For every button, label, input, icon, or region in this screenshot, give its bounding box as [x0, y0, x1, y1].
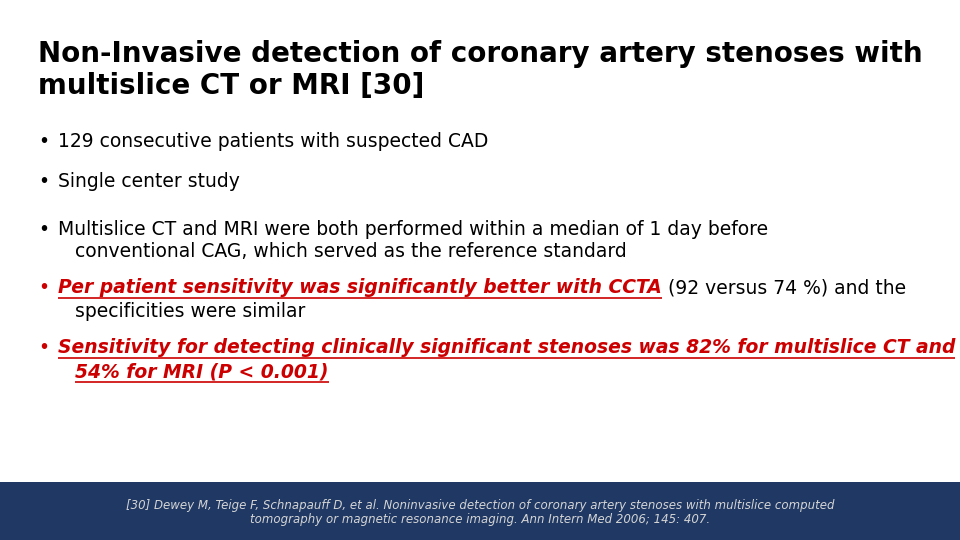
Text: Single center study: Single center study [58, 172, 240, 191]
Text: 54% for MRI (P < 0.001): 54% for MRI (P < 0.001) [75, 362, 328, 381]
Text: Per patient sensitivity was significantly better with CCTA: Per patient sensitivity was significantl… [58, 278, 661, 297]
Text: multislice CT or MRI [30]: multislice CT or MRI [30] [38, 72, 424, 100]
FancyBboxPatch shape [0, 482, 960, 540]
Text: •: • [38, 172, 49, 191]
Text: [30] Dewey M, Teige F, Schnapauff D, et al. Noninvasive detection of coronary ar: [30] Dewey M, Teige F, Schnapauff D, et … [126, 498, 834, 511]
Text: •: • [38, 220, 49, 239]
Text: specificities were similar: specificities were similar [75, 302, 305, 321]
Text: tomography or magnetic resonance imaging. Ann Intern Med 2006; 145: 407.: tomography or magnetic resonance imaging… [250, 514, 710, 526]
Text: (92 versus 74 %) and the: (92 versus 74 %) and the [661, 278, 906, 297]
Text: Multislice CT and MRI were both performed within a median of 1 day before: Multislice CT and MRI were both performe… [58, 220, 768, 239]
Text: conventional CAG, which served as the reference standard: conventional CAG, which served as the re… [75, 242, 627, 261]
Text: •: • [38, 338, 49, 357]
Text: •: • [38, 132, 49, 151]
Text: 129 consecutive patients with suspected CAD: 129 consecutive patients with suspected … [58, 132, 489, 151]
Text: Non-Invasive detection of coronary artery stenoses with: Non-Invasive detection of coronary arter… [38, 40, 923, 68]
Text: •: • [38, 278, 49, 297]
Text: Sensitivity for detecting clinically significant stenoses was 82% for multislice: Sensitivity for detecting clinically sig… [58, 338, 955, 357]
